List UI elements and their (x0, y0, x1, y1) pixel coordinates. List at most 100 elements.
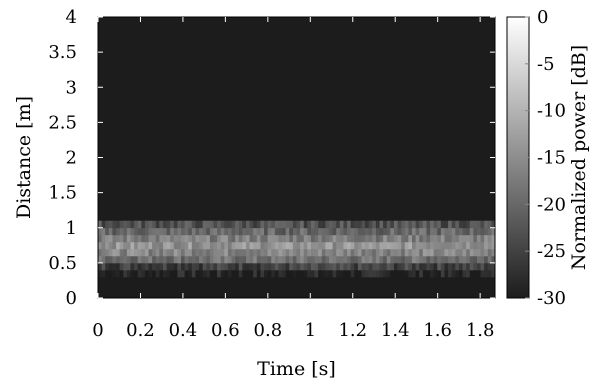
heatmap-cell (278, 255, 283, 264)
heatmap-cell (181, 262, 186, 271)
heatmap-cell (469, 227, 474, 236)
heatmap-cell (199, 255, 204, 264)
heatmap-cell (177, 248, 182, 257)
heatmap-cell (433, 248, 438, 257)
heatmap-cell (466, 255, 471, 264)
heatmap-cell (469, 269, 474, 278)
heatmap-cell (224, 248, 229, 257)
heatmap-cell (184, 262, 189, 271)
heatmap-cell (336, 220, 341, 229)
heatmap-cell (238, 262, 243, 271)
heatmap-cell (206, 227, 211, 236)
heatmap-cell (430, 234, 435, 243)
heatmap-cell (249, 227, 254, 236)
heatmap-cell (321, 220, 326, 229)
heatmap-cell (296, 227, 301, 236)
heatmap-cell (372, 227, 377, 236)
heatmap-cell (491, 234, 496, 243)
heatmap-cell (231, 262, 236, 271)
heatmap-cell (184, 227, 189, 236)
heatmap-cell (274, 234, 279, 243)
heatmap-cell (260, 220, 265, 229)
heatmap-cell (487, 241, 492, 250)
heatmap-cell (491, 248, 496, 257)
heatmap-cell (372, 262, 377, 271)
heatmap-cell (462, 269, 467, 278)
heatmap-cell (415, 262, 420, 271)
heatmap-cell (462, 241, 467, 250)
heatmap-cell (375, 255, 380, 264)
heatmap-cell (209, 262, 214, 271)
heatmap-cell (458, 234, 463, 243)
heatmap-cell (347, 248, 352, 257)
heatmap-cell (469, 234, 474, 243)
heatmap-cell (339, 227, 344, 236)
heatmap-cell (393, 227, 398, 236)
heatmap-cell (191, 220, 196, 229)
heatmap-cell (184, 241, 189, 250)
heatmap-cell (271, 220, 276, 229)
heatmap-cell (357, 227, 362, 236)
heatmap-cell (126, 220, 131, 229)
heatmap-cell (162, 255, 167, 264)
heatmap-cell (314, 248, 319, 257)
heatmap-cell (238, 255, 243, 264)
heatmap-cell (415, 255, 420, 264)
heatmap-cell (253, 220, 258, 229)
heatmap-cell (411, 234, 416, 243)
heatmap-cell (209, 248, 214, 257)
heatmap-cell (112, 255, 117, 264)
heatmap-cell (491, 241, 496, 250)
heatmap-cell (249, 220, 254, 229)
heatmap-cell (350, 255, 355, 264)
heatmap-cell (271, 227, 276, 236)
heatmap-cell (354, 241, 359, 250)
heatmap-cell (390, 234, 395, 243)
heatmap-cell (318, 262, 323, 271)
heatmap-cell (199, 269, 204, 278)
heatmap-cell (484, 241, 489, 250)
heatmap-cell (303, 248, 308, 257)
y-tick-label: 3 (66, 77, 77, 98)
heatmap-cell (141, 248, 146, 257)
heatmap-cell (368, 227, 373, 236)
heatmap-cell (318, 241, 323, 250)
heatmap-cell (155, 248, 160, 257)
heatmap-cell (231, 234, 236, 243)
heatmap-cell (271, 262, 276, 271)
heatmap-cell (368, 255, 373, 264)
heatmap-cell (256, 241, 261, 250)
x-tick-label: 0.2 (126, 320, 155, 341)
heatmap-cell (310, 234, 315, 243)
heatmap-cell (191, 227, 196, 236)
heatmap-cell (137, 248, 142, 257)
heatmap-cell (408, 255, 413, 264)
heatmap-cell (227, 255, 232, 264)
heatmap-cell (310, 241, 315, 250)
heatmap-cell (231, 255, 236, 264)
heatmap-cell (116, 269, 121, 278)
heatmap-cell (361, 241, 366, 250)
heatmap-cell (141, 234, 146, 243)
heatmap-cell (162, 269, 167, 278)
heatmap-cell (321, 248, 326, 257)
heatmap-cell (458, 262, 463, 271)
heatmap-cell (177, 241, 182, 250)
heatmap-cell (390, 227, 395, 236)
heatmap-cell (285, 227, 290, 236)
heatmap-cell (318, 220, 323, 229)
heatmap-cell (224, 220, 229, 229)
heatmap-cell (343, 248, 348, 257)
heatmap-cell (343, 262, 348, 271)
heatmap-cell (307, 248, 312, 257)
heatmap-cell (325, 248, 330, 257)
heatmap-cell (155, 220, 160, 229)
heatmap-cell (361, 220, 366, 229)
heatmap-cell (451, 269, 456, 278)
heatmap-cell (162, 241, 167, 250)
heatmap-cell (206, 234, 211, 243)
heatmap-cell (98, 220, 103, 229)
heatmap-cell (458, 255, 463, 264)
x-tick-label: 1.6 (423, 320, 452, 341)
heatmap-cell (224, 241, 229, 250)
